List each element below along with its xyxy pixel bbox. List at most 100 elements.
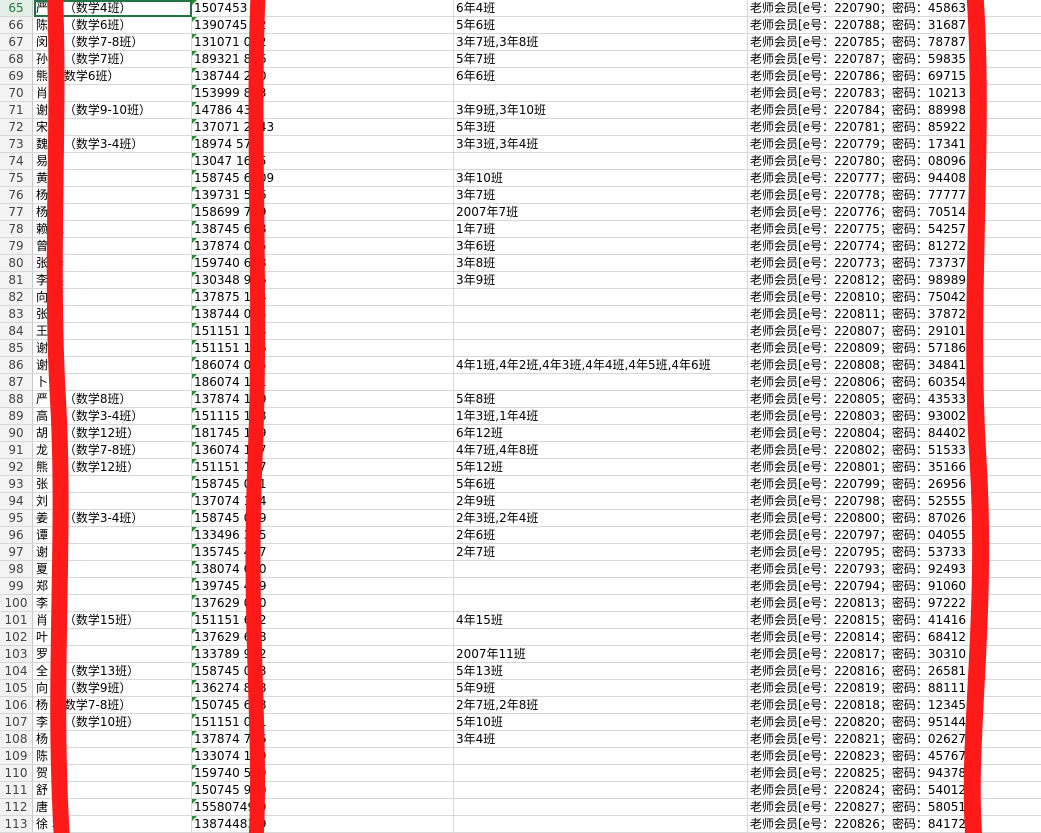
cell-teacher-name[interactable]: 黄 平 — [34, 170, 192, 186]
cell-phone[interactable]: 138074 090 — [192, 561, 454, 577]
cell-phone[interactable]: 136074 117 — [192, 442, 454, 458]
cell-teacher-name[interactable]: 龙 虹（数学7-8班） — [34, 442, 192, 458]
cell-phone[interactable]: 137874 756 — [192, 731, 454, 747]
row-header[interactable]: 77 — [0, 204, 33, 220]
table-row[interactable]: 105 向 英（数学9班） 136274 888 5年9班 老师会员[e号：220819… — [0, 680, 1041, 697]
cell-teacher-name[interactable]: 卜 — [34, 374, 192, 390]
table-row[interactable]: 112 唐 林 15580749 9 老师会员[e号：220827；密码：58051 — [0, 799, 1041, 816]
table-row[interactable]: 107 李 义（数学10班） 151151 081 5年10班 老师会员[e号：2208… — [0, 714, 1041, 731]
table-row[interactable]: 89 高 翠（数学3-4班） 151115 198 1年3班,1年4班 老师会员[e号：… — [0, 408, 1041, 425]
cell-phone[interactable]: 139745 459 — [192, 578, 454, 594]
table-row[interactable]: 76 杨 玲 139731 586 3年7班 老师会员[e号：220778；密码：777… — [0, 187, 1041, 204]
row-header[interactable]: 66 — [0, 17, 33, 33]
table-row[interactable]: 68 孙 云（数学7班） 189321 866 5年7班 老师会员[e号：220787；… — [0, 51, 1041, 68]
row-header[interactable]: 91 — [0, 442, 33, 458]
cell-teacher-name[interactable]: 杨 （数学7-8班） — [34, 697, 192, 713]
cell-teacher-name[interactable]: 姜 珍（数学3-4班） — [34, 510, 192, 526]
cell-account-info[interactable]: 老师会员[e号：220808；密码：34841 — [750, 358, 967, 372]
table-row[interactable]: 71 谢 云（数学9-10班） 14786 433 3年9班,3年10班 老师会员[e号… — [0, 102, 1041, 119]
cell-account-info[interactable]: 老师会员[e号：220815；密码：41416 — [750, 613, 967, 627]
cell-account-info[interactable]: 老师会员[e号：220788；密码：31687 — [750, 18, 967, 32]
table-row[interactable]: 69 熊 （数学6班） 138744 290 6年6班 老师会员[e号：220786；密… — [0, 68, 1041, 85]
row-header[interactable]: 96 — [0, 527, 33, 543]
cell-teacher-name[interactable]: 杨 云 — [34, 731, 192, 747]
table-row[interactable]: 72 宋 荣 137071 2843 5年3班 老师会员[e号：220781；密码：85… — [0, 119, 1041, 136]
row-header[interactable]: 94 — [0, 493, 33, 509]
cell-classes[interactable]: 1年7班 — [454, 221, 748, 237]
cell-account-info[interactable]: 老师会员[e号：220783；密码：10213 — [750, 86, 967, 100]
cell-phone[interactable]: 133074 189 — [192, 748, 454, 764]
cell-phone[interactable]: 137874 065 — [192, 238, 454, 254]
cell-account-info[interactable]: 老师会员[e号：220814；密码：68412 — [750, 630, 967, 644]
cell-teacher-name[interactable]: 易 芳 — [34, 153, 192, 169]
row-header[interactable]: 72 — [0, 119, 33, 135]
cell-classes[interactable] — [454, 816, 748, 832]
cell-phone[interactable]: 137074 134 — [192, 493, 454, 509]
cell-account-info[interactable]: 老师会员[e号：220798；密码：52555 — [750, 494, 967, 508]
cell-teacher-name[interactable]: 郑 萍 — [34, 578, 192, 594]
cell-phone[interactable]: 151151 081 — [192, 714, 454, 730]
cell-phone[interactable]: 181745 129 — [192, 425, 454, 441]
cell-classes[interactable]: 4年7班,4年8班 — [454, 442, 748, 458]
table-row[interactable]: 65 严 芬（数学4班） 1507453 9 6年4班 老师会员[e号：220790；密… — [0, 0, 1041, 17]
cell-phone[interactable]: 186074 111 — [192, 374, 454, 390]
row-header[interactable]: 100 — [0, 595, 33, 611]
cell-account-info[interactable]: 老师会员[e号：220820；密码：95144 — [750, 715, 967, 729]
cell-classes[interactable]: 4年15班 — [454, 612, 748, 628]
cell-teacher-name[interactable]: 魏 梅（数学3-4班） — [34, 136, 192, 152]
cell-classes[interactable]: 3年3班,3年4班 — [454, 136, 748, 152]
cell-account-info[interactable]: 老师会员[e号：220827；密码：58051 — [750, 800, 967, 814]
cell-classes[interactable]: 6年12班 — [454, 425, 748, 441]
cell-account-info[interactable]: 老师会员[e号：220794；密码：91060 — [750, 579, 967, 593]
cell-classes[interactable]: 3年10班 — [454, 170, 748, 186]
cell-phone[interactable]: 153999 833 — [192, 85, 454, 101]
row-header[interactable]: 69 — [0, 68, 33, 84]
table-row[interactable]: 88 严 斌（数学8班） 137874 130 5年8班 老师会员[e号：220805；… — [0, 391, 1041, 408]
table-row[interactable]: 94 刘 丽 137074 134 2年9班 老师会员[e号：220798；密码：525… — [0, 493, 1041, 510]
cell-classes[interactable]: 5年8班 — [454, 391, 748, 407]
cell-classes[interactable]: 3年9班,3年10班 — [454, 102, 748, 118]
cell-teacher-name[interactable]: 刘 丽 — [34, 493, 192, 509]
cell-teacher-name[interactable]: 谢 芝 — [34, 544, 192, 560]
table-row[interactable]: 103 罗 金 133789 932 2007年11班 老师会员[e号：220817；密… — [0, 646, 1041, 663]
cell-account-info[interactable]: 老师会员[e号：220819；密码：88111 — [750, 681, 967, 695]
cell-phone[interactable]: 137875 124 — [192, 289, 454, 305]
cell-phone[interactable]: 137874 130 — [192, 391, 454, 407]
table-row[interactable]: 97 谢 芝 135745 427 2年7班 老师会员[e号：220795；密码：537… — [0, 544, 1041, 561]
cell-phone[interactable]: 138744 290 — [192, 68, 454, 84]
cell-account-info[interactable]: 老师会员[e号：220800；密码：87026 — [750, 511, 967, 525]
cell-teacher-name[interactable]: 谢 云（数学9-10班） — [34, 102, 192, 118]
table-row[interactable]: 98 夏 亭 138074 090 老师会员[e号：220793；密码：92493 — [0, 561, 1041, 578]
cell-account-info[interactable]: 老师会员[e号：220823；密码：45767 — [750, 749, 967, 763]
cell-teacher-name[interactable]: 陈 — [34, 748, 192, 764]
cell-account-info[interactable]: 老师会员[e号：220790；密码：45863 — [750, 1, 967, 15]
cell-account-info[interactable]: 老师会员[e号：220787；密码：59835 — [750, 52, 967, 66]
cell-account-info[interactable]: 老师会员[e号：220813；密码：97222 — [750, 596, 967, 610]
cell-classes[interactable] — [454, 782, 748, 798]
cell-classes[interactable]: 6年4班 — [454, 0, 748, 16]
row-header[interactable]: 89 — [0, 408, 33, 424]
table-row[interactable]: 80 张 华 159740 618 3年8班 老师会员[e号：220773；密码：737… — [0, 255, 1041, 272]
table-row[interactable]: 111 舒 元 150745 960 老师会员[e号：220824；密码：54012 — [0, 782, 1041, 799]
cell-phone[interactable]: 158745 051 — [192, 476, 454, 492]
cell-account-info[interactable]: 老师会员[e号：220826；密码：84172 — [750, 817, 967, 831]
cell-teacher-name[interactable]: 李 义（数学10班） — [34, 714, 192, 730]
cell-classes[interactable]: 3年9班 — [454, 272, 748, 288]
row-header[interactable]: 99 — [0, 578, 33, 594]
cell-account-info[interactable]: 老师会员[e号：220825；密码：94378 — [750, 766, 967, 780]
cell-phone[interactable]: 15580749 9 — [192, 799, 454, 815]
cell-phone[interactable]: 158699 789 — [192, 204, 454, 220]
cell-account-info[interactable]: 老师会员[e号：220786；密码：69715 — [750, 69, 967, 83]
cell-account-info[interactable]: 老师会员[e号：220776；密码：70514 — [750, 205, 967, 219]
table-row[interactable]: 100 李 军 137629 070 老师会员[e号：220813；密码：97222 — [0, 595, 1041, 612]
table-row[interactable]: 83 张 138744 075 老师会员[e号：220811；密码：37872 — [0, 306, 1041, 323]
cell-classes[interactable]: 2年9班 — [454, 493, 748, 509]
cell-account-info[interactable]: 老师会员[e号：220780；密码：08096 — [750, 154, 967, 168]
cell-classes[interactable]: 2年7班,2年8班 — [454, 697, 748, 713]
row-header[interactable]: 87 — [0, 374, 33, 390]
cell-phone[interactable]: 135745 427 — [192, 544, 454, 560]
row-header[interactable]: 74 — [0, 153, 33, 169]
cell-teacher-name[interactable]: 赖 艳 — [34, 221, 192, 237]
cell-phone[interactable]: 151151 126 — [192, 340, 454, 356]
cell-classes[interactable]: 3年6班 — [454, 238, 748, 254]
